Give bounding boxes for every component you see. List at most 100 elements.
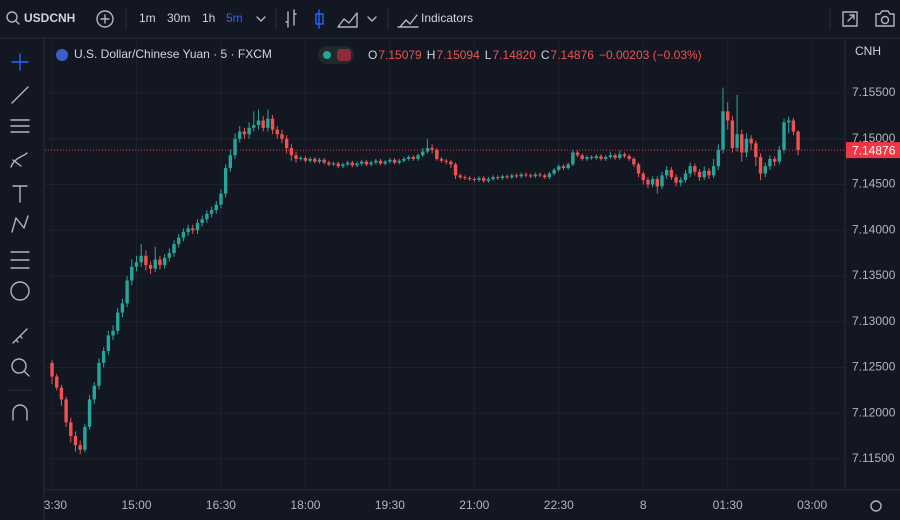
candle-body: [289, 147, 294, 156]
candle-body: [266, 118, 270, 128]
zoom-tool[interactable]: [11, 358, 27, 374]
candle-body: [355, 163, 359, 166]
candle-body: [791, 120, 796, 132]
candle-body: [552, 169, 556, 174]
candle-body: [148, 265, 153, 269]
candle-body: [580, 155, 584, 159]
candle-body: [313, 158, 317, 162]
snapshot-lens: [880, 15, 890, 25]
candle-body: [125, 280, 129, 304]
emoji-tool[interactable]: [10, 281, 30, 301]
prediction-tool[interactable]: [10, 251, 30, 269]
candle-body: [566, 164, 570, 169]
interval[interactable]: 1m: [139, 11, 156, 25]
candle-body: [740, 134, 744, 153]
top-bar: [0, 0, 900, 38]
candle-body: [167, 253, 172, 258]
candle-body: [158, 259, 162, 265]
compare-button[interactable]: [96, 10, 114, 28]
interval-active[interactable]: 5m: [226, 11, 243, 25]
candle-body: [665, 169, 669, 176]
interval-dropdown[interactable]: [256, 16, 266, 22]
candle-body: [472, 179, 477, 181]
candle-body: [369, 162, 373, 165]
candle-body: [228, 155, 233, 169]
candle-body: [496, 177, 500, 179]
area-style[interactable]: [337, 12, 358, 28]
y-tick-label: 7.13000: [852, 314, 896, 328]
candle-body: [378, 160, 383, 164]
candle-body: [397, 160, 401, 163]
candle-body: [646, 179, 650, 185]
x-tick-label: 16:30: [206, 498, 236, 512]
candle-body: [275, 129, 279, 135]
currency-label[interactable]: CNH: [855, 44, 881, 58]
candle-body: [711, 166, 716, 176]
candle-body: [730, 120, 735, 148]
candle-body: [139, 255, 143, 263]
candle-body: [78, 445, 82, 450]
candle-body: [59, 387, 64, 400]
candle-body: [134, 262, 139, 267]
bar-style[interactable]: [285, 9, 297, 28]
candle-body: [589, 157, 594, 159]
candle-body: [674, 177, 678, 183]
magnet-tool[interactable]: [12, 404, 28, 421]
candle-body: [510, 175, 514, 178]
candle-body: [411, 157, 416, 159]
candle-body: [768, 158, 772, 167]
drawing-tools: [8, 53, 32, 421]
candle-body: [772, 158, 777, 162]
style-dropdown[interactable]: [367, 16, 377, 22]
indicators-icon[interactable]: [397, 14, 419, 28]
candle-body: [308, 158, 312, 161]
fib-tool[interactable]: [10, 119, 30, 133]
candle-body: [238, 131, 242, 139]
candle-body: [557, 166, 561, 170]
ohlc-label: L: [485, 48, 492, 62]
candle-body: [688, 166, 692, 174]
candle-body: [191, 228, 195, 231]
candle-body: [97, 362, 101, 386]
candle-body: [754, 143, 758, 158]
candle-body: [364, 161, 369, 165]
x-tick-label: 15:00: [121, 498, 151, 512]
candle-body: [599, 156, 603, 159]
candle-body: [716, 149, 721, 167]
candle-body: [735, 134, 739, 148]
candle-body: [543, 175, 547, 178]
trendline-tool[interactable]: [11, 86, 29, 104]
snapshot-button[interactable]: [875, 10, 895, 27]
crosshair-tool[interactable]: [11, 53, 29, 71]
pattern-tool[interactable]: [11, 215, 29, 233]
ohlc-label: H: [427, 48, 436, 62]
candle-body: [162, 257, 167, 265]
zoom-handle: [23, 370, 30, 377]
candle-body: [402, 158, 406, 161]
left-toolbar: [0, 38, 44, 520]
candle-body: [317, 159, 322, 162]
measure-tool[interactable]: [12, 328, 28, 344]
candle-body: [388, 159, 392, 162]
settings-button[interactable]: [870, 500, 882, 512]
fullscreen-button[interactable]: [842, 11, 858, 27]
search-icon[interactable]: [6, 11, 18, 23]
symbol[interactable]: USDCNH: [24, 11, 75, 25]
brush-tool[interactable]: [10, 152, 28, 168]
candle-body: [87, 399, 92, 427]
candle-body: [585, 157, 589, 159]
text-tool[interactable]: [12, 185, 28, 203]
candle-body: [120, 303, 125, 313]
candle-body: [186, 228, 190, 233]
interval[interactable]: 1h: [202, 11, 215, 25]
interval[interactable]: 30m: [167, 11, 190, 25]
candle-body: [514, 175, 519, 177]
candle-body: [683, 173, 688, 180]
candle-body: [650, 179, 655, 185]
candle-body: [486, 179, 491, 181]
indicators-button[interactable]: Indicators: [421, 11, 473, 25]
candle-body: [782, 122, 786, 150]
chart-title[interactable]: U.S. Dollar/Chinese Yuan · 5 · FXCM: [74, 47, 272, 61]
y-tick-label: 7.11500: [852, 451, 895, 465]
candle-style[interactable]: [315, 9, 324, 29]
